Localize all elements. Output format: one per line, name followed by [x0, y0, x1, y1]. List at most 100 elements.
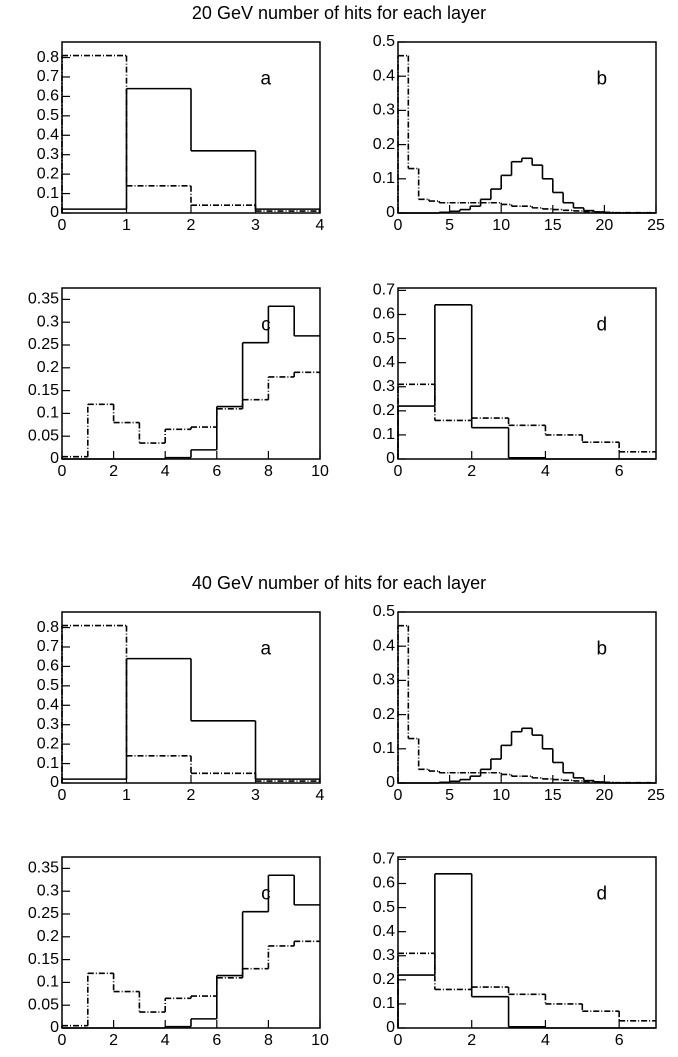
x-tick-label: 4 — [541, 1032, 550, 1049]
y-tick-label: 0 — [50, 450, 59, 467]
x-tick-label: 2 — [187, 217, 196, 234]
x-tick-label: 3 — [251, 787, 260, 804]
y-tick-label: 0.4 — [373, 923, 395, 940]
y-tick-label: 0.2 — [37, 928, 59, 945]
y-tick-label: 0.25 — [28, 336, 59, 353]
y-tick-label: 0.15 — [28, 951, 59, 968]
x-tick-label: 0 — [58, 217, 67, 234]
plot-frame — [397, 611, 657, 784]
x-tick-label: 0 — [394, 463, 403, 480]
x-tick-label: 6 — [615, 463, 624, 480]
y-tick-label: 0.4 — [373, 637, 395, 654]
y-tick-label: 0.7 — [373, 282, 395, 299]
x-tick-label: 15 — [544, 217, 562, 234]
y-tick-label: 0 — [386, 774, 395, 791]
chart-title: 40 GeV number of hits for each layer — [192, 573, 486, 593]
x-tick-label: 0 — [58, 1032, 67, 1049]
y-tick-label: 0.5 — [373, 603, 395, 620]
x-tick-label: 10 — [492, 787, 510, 804]
x-tick-label: 4 — [161, 1032, 170, 1049]
panel-label: d — [597, 884, 608, 905]
x-tick-label: 0 — [394, 217, 403, 234]
x-tick-label: 4 — [316, 217, 325, 234]
y-tick-label: 0 — [50, 204, 59, 221]
x-tick-label: 25 — [647, 787, 665, 804]
x-tick-label: 4 — [316, 787, 325, 804]
y-tick-label: 0.3 — [37, 882, 59, 899]
y-tick-label: 0.2 — [37, 735, 59, 752]
panel-label: d — [597, 315, 608, 336]
x-tick-label: 6 — [212, 463, 221, 480]
plot-frame — [61, 287, 321, 460]
x-tick-label: 2 — [109, 1032, 118, 1049]
plot-frame — [397, 41, 657, 214]
x-tick-label: 25 — [647, 217, 665, 234]
panel-label: a — [261, 639, 272, 660]
y-tick-label: 0 — [50, 1019, 59, 1036]
y-tick-label: 0.6 — [37, 658, 59, 675]
y-tick-label: 0.5 — [373, 33, 395, 50]
y-tick-label: 0.35 — [28, 291, 59, 308]
y-tick-label: 0.2 — [373, 706, 395, 723]
panel-label: c — [261, 884, 271, 905]
y-tick-label: 0.4 — [373, 354, 395, 371]
panel-label: b — [597, 69, 608, 90]
y-tick-label: 0.25 — [28, 905, 59, 922]
x-tick-label: 1 — [122, 217, 131, 234]
x-tick-label: 2 — [187, 787, 196, 804]
y-tick-label: 0.2 — [37, 165, 59, 182]
x-tick-label: 2 — [467, 1032, 476, 1049]
y-tick-label: 0.2 — [37, 359, 59, 376]
y-tick-label: 0.3 — [37, 716, 59, 733]
y-tick-label: 0.3 — [373, 672, 395, 689]
y-tick-label: 0.8 — [37, 619, 59, 636]
y-tick-label: 0.4 — [37, 696, 59, 713]
y-tick-label: 0.05 — [28, 427, 59, 444]
y-tick-label: 0.7 — [37, 68, 59, 85]
x-tick-label: 0 — [58, 787, 67, 804]
x-tick-label: 8 — [264, 1032, 273, 1049]
y-tick-label: 0.5 — [373, 330, 395, 347]
x-tick-label: 4 — [161, 463, 170, 480]
y-tick-label: 0.1 — [37, 185, 59, 202]
x-tick-label: 10 — [311, 1032, 329, 1049]
y-tick-label: 0 — [50, 774, 59, 791]
x-tick-label: 3 — [251, 217, 260, 234]
y-tick-label: 0.05 — [28, 996, 59, 1013]
x-tick-label: 20 — [596, 787, 614, 804]
y-tick-label: 0.1 — [373, 170, 395, 187]
x-tick-label: 4 — [541, 463, 550, 480]
y-tick-label: 0.7 — [37, 638, 59, 655]
y-tick-label: 0.3 — [37, 146, 59, 163]
x-tick-label: 0 — [394, 787, 403, 804]
x-tick-label: 5 — [445, 217, 454, 234]
y-tick-label: 0.1 — [373, 995, 395, 1012]
x-tick-label: 20 — [596, 217, 614, 234]
x-tick-label: 10 — [492, 217, 510, 234]
y-tick-label: 0.4 — [373, 67, 395, 84]
plot-frame — [397, 287, 657, 460]
x-tick-label: 2 — [109, 463, 118, 480]
x-tick-label: 8 — [264, 463, 273, 480]
y-tick-label: 0 — [386, 450, 395, 467]
y-tick-label: 0.5 — [37, 107, 59, 124]
y-tick-label: 0.1 — [37, 755, 59, 772]
y-tick-label: 0.5 — [373, 899, 395, 916]
y-tick-label: 0.1 — [373, 740, 395, 757]
panel-label: c — [261, 315, 271, 336]
y-tick-label: 0 — [386, 1019, 395, 1036]
x-tick-label: 15 — [544, 787, 562, 804]
panel-label: b — [597, 639, 608, 660]
y-tick-label: 0.7 — [373, 851, 395, 868]
y-tick-label: 0.8 — [37, 49, 59, 66]
y-tick-label: 0.3 — [373, 102, 395, 119]
y-tick-label: 0.4 — [37, 126, 59, 143]
x-tick-label: 10 — [311, 463, 329, 480]
y-tick-label: 0.1 — [37, 405, 59, 422]
y-tick-label: 0.1 — [37, 974, 59, 991]
panel-label: a — [261, 69, 272, 90]
y-tick-label: 0.6 — [373, 306, 395, 323]
y-tick-label: 0.2 — [373, 971, 395, 988]
x-tick-label: 2 — [467, 463, 476, 480]
y-tick-label: 0.3 — [37, 313, 59, 330]
